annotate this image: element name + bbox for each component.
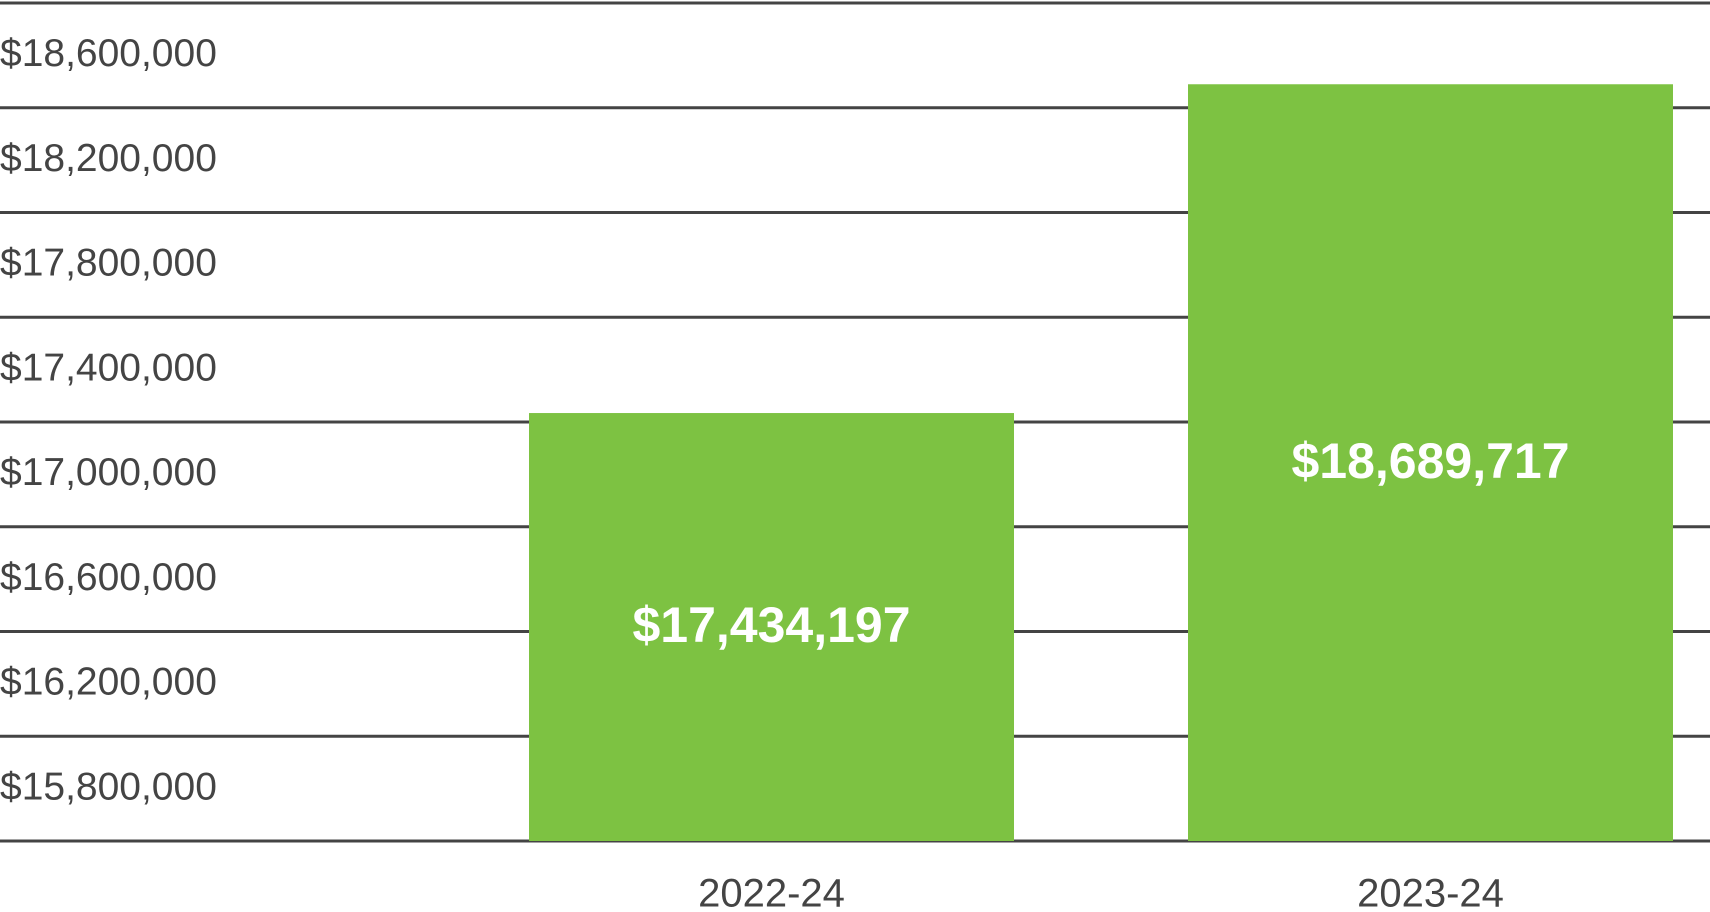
y-tick-label: $17,800,000 — [0, 242, 217, 285]
y-tick-label: $15,800,000 — [0, 765, 217, 808]
value-label: $17,434,197 — [632, 597, 910, 653]
y-tick-label: $18,200,000 — [0, 137, 217, 180]
bar — [1188, 84, 1673, 841]
x-tick-label: 2023-24 — [1357, 872, 1504, 912]
y-tick-label: $16,200,000 — [0, 661, 217, 704]
x-tick-label: 2022-24 — [698, 872, 845, 912]
y-tick-label: $17,000,000 — [0, 451, 217, 494]
y-tick-label: $18,600,000 — [0, 32, 217, 75]
y-tick-label: $16,600,000 — [0, 556, 217, 599]
bar — [529, 413, 1014, 841]
value-label: $18,689,717 — [1291, 433, 1569, 489]
y-tick-label: $17,400,000 — [0, 346, 217, 389]
